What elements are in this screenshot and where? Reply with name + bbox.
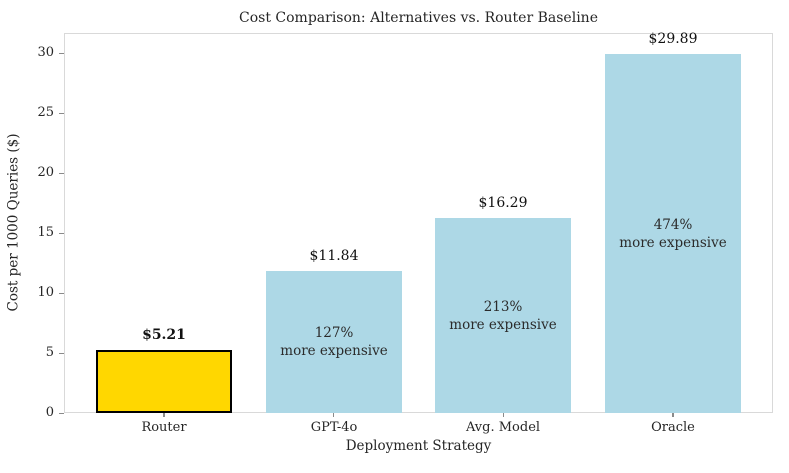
x-tick-label-oracle: Oracle	[651, 420, 695, 435]
bar-annotation-gpt-4o: 127% more expensive	[280, 325, 388, 359]
value-label-avg-model: $16.29	[478, 195, 528, 211]
y-tick-label-5: 5	[45, 345, 54, 360]
x-tick-mark-avg-model	[502, 413, 504, 417]
x-tick-mark-router	[163, 413, 165, 417]
x-axis-label: Deployment Strategy	[345, 438, 492, 454]
value-label-router: $5.21	[142, 327, 186, 343]
y-tick-label-0: 0	[45, 405, 54, 420]
y-tick-label-10: 10	[37, 285, 54, 300]
y-tick-mark-5	[59, 352, 64, 354]
x-tick-mark-oracle	[672, 413, 674, 417]
y-tick-label-20: 20	[37, 165, 54, 181]
x-tick-label-router: Router	[141, 420, 187, 435]
bar-router	[96, 350, 232, 413]
bar-gpt-4o	[266, 271, 402, 413]
y-tick-mark-25	[59, 112, 64, 114]
y-tick-mark-10	[59, 292, 64, 294]
x-tick-label-avg-model: Avg. Model	[465, 420, 541, 435]
x-tick-mark-gpt-4o	[333, 413, 335, 417]
y-tick-label-30: 30	[37, 45, 54, 61]
bar-avg-model	[435, 218, 571, 413]
bar-oracle	[605, 54, 741, 413]
value-label-gpt-4o: $11.84	[309, 248, 359, 264]
bar-annotation-oracle: 474% more expensive	[619, 217, 727, 251]
bar-annotation-avg-model: 213% more expensive	[449, 299, 557, 333]
x-tick-label-gpt-4o: GPT-4o	[310, 420, 358, 435]
y-axis-label: Cost per 1000 Queries ($)	[5, 133, 22, 312]
y-tick-mark-0	[59, 412, 64, 414]
y-tick-label-25: 25	[37, 105, 54, 121]
y-tick-label-15: 15	[37, 225, 54, 241]
y-tick-mark-15	[59, 232, 64, 234]
y-tick-mark-20	[59, 172, 64, 174]
y-tick-mark-30	[59, 52, 64, 54]
chart-title: Cost Comparison: Alternatives vs. Router…	[239, 10, 598, 26]
value-label-oracle: $29.89	[648, 31, 698, 47]
